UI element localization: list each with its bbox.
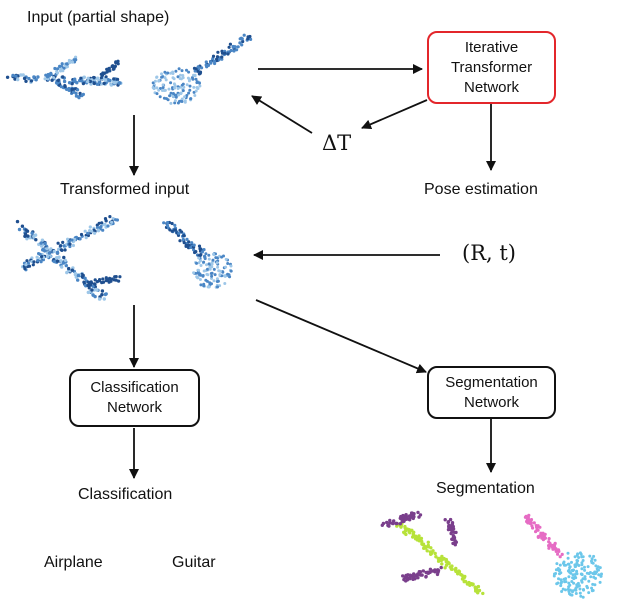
airplane-input-pointcloud-image xyxy=(5,55,123,100)
segmentation-network-box: Segmentation Network xyxy=(427,366,556,419)
itn-box: Iterative Transformer Network xyxy=(427,31,556,104)
itn-line-1: Iterative xyxy=(464,38,519,56)
segnet-line-2: Network xyxy=(463,393,519,411)
guitar-label: Guitar xyxy=(172,554,216,571)
guitar-input-pointcloud-image xyxy=(151,33,253,105)
classification-network-box: Classification Network xyxy=(69,369,200,427)
rt-math: (R, t) xyxy=(462,241,516,265)
airplane-segmentation-pointcloud-image xyxy=(380,510,485,596)
airplane-label: Airplane xyxy=(44,554,103,571)
arrow-delta-t-to-input xyxy=(251,95,313,134)
transformed-input-label: Transformed input xyxy=(60,181,190,198)
itn-line-3: Network xyxy=(463,78,519,96)
input-label: Input (partial shape) xyxy=(27,9,170,26)
classnet-line-1: Classification xyxy=(90,379,179,396)
itn-line-2: Transformer xyxy=(450,58,533,76)
guitar-transformed-pointcloud-image xyxy=(162,220,233,289)
delta-t-math: ΔT xyxy=(322,131,352,155)
classnet-line-2: Network xyxy=(106,399,162,416)
segmentation-label: Segmentation xyxy=(436,480,535,497)
pose-estimation-label: Pose estimation xyxy=(424,181,538,198)
airplane-transformed-pointcloud-image xyxy=(15,215,122,301)
arrow-itn-to-delta-t xyxy=(361,99,428,130)
segnet-line-1: Segmentation xyxy=(445,373,538,391)
guitar-segmentation-pointcloud-image xyxy=(523,513,603,599)
arrow-transformed-to-segnet xyxy=(255,299,427,374)
classification-label: Classification xyxy=(78,486,173,503)
